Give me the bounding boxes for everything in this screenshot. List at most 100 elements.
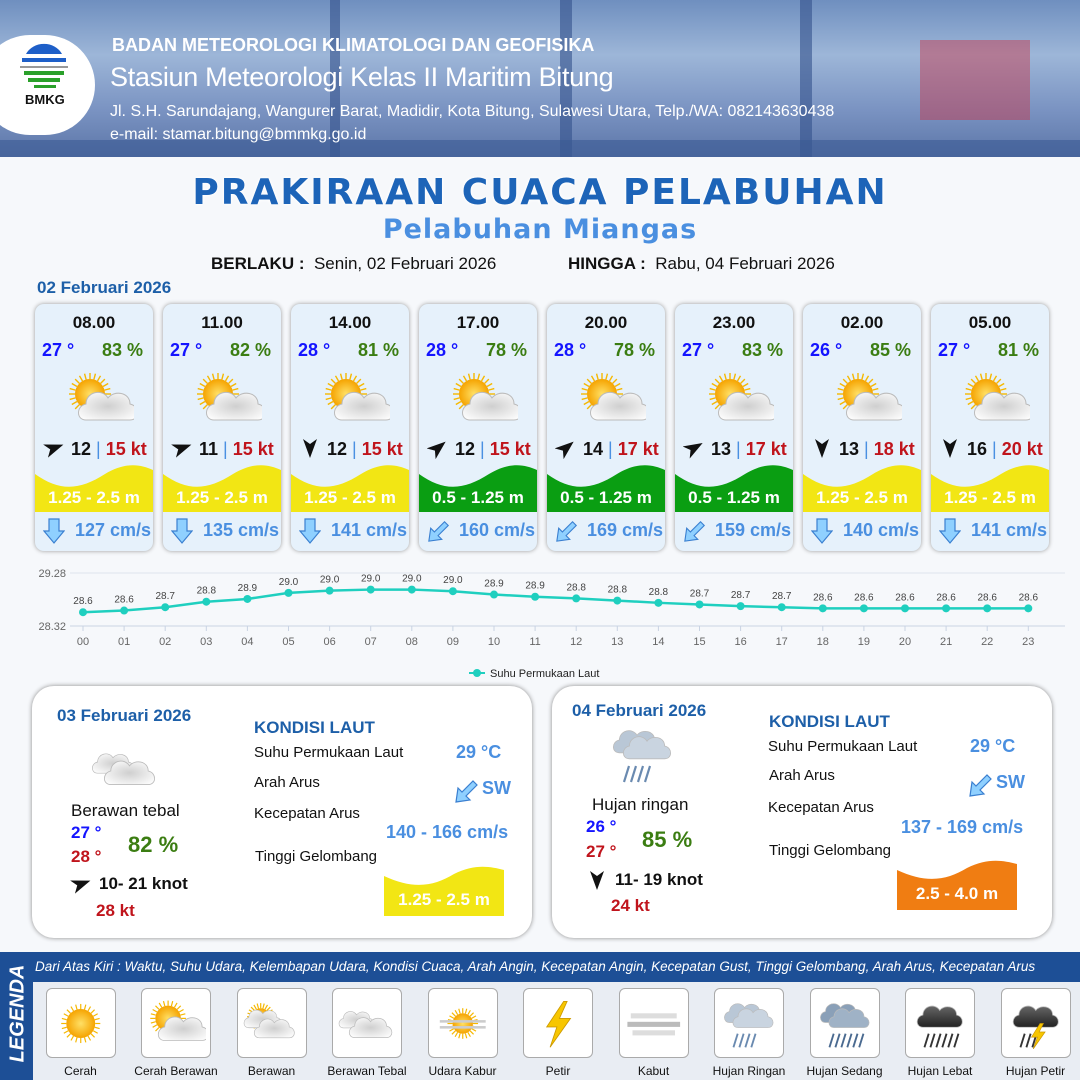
wave-height: 1.25 - 2.5 m — [304, 488, 396, 507]
cerah-berawan-icon — [832, 370, 906, 435]
current-speed: 160 cm/s — [459, 520, 536, 540]
x-tick-label: 19 — [858, 636, 870, 648]
day3-sea-title: KONDISI LAUT — [769, 712, 890, 731]
x-tick-label: 00 — [77, 636, 89, 648]
petir-icon — [523, 988, 593, 1058]
wave-height: 0.5 - 1.25 m — [560, 488, 652, 507]
gust-speed: 15 kt — [232, 439, 274, 459]
day2-cspeed-label: Kecepatan Arus — [254, 805, 360, 822]
data-point — [120, 606, 129, 615]
gust-speed: 18 kt — [873, 439, 915, 459]
data-label: 28.9 — [525, 581, 545, 592]
data-label: 28.9 — [484, 579, 504, 590]
legend-description: Dari Atas Kiri : Waktu, Suhu Udara, Kele… — [35, 959, 1036, 974]
current-arrow-sw-icon — [555, 518, 578, 544]
x-tick-label: 13 — [611, 636, 623, 648]
humidity: 78 % — [613, 340, 655, 360]
gust-speed: 20 kt — [1001, 439, 1043, 459]
wind-arrow-icon — [590, 871, 604, 890]
legend-label: Hujan Ringan — [712, 1064, 786, 1078]
forecast-time: 08.00 — [72, 313, 116, 332]
day3-temp-max: 27 ° — [586, 842, 617, 861]
day1-date: 02 Februari 2026 — [37, 278, 172, 297]
forecast-card: 02.00 26 ° 85 % 13 | 18 kt 1.25 - 2.5 m … — [803, 304, 921, 551]
day3-sst: 29 °C — [970, 736, 1016, 756]
wave-height: 1.25 - 2.5 m — [48, 488, 140, 507]
legend-item: Hujan Sedang — [797, 988, 892, 1078]
current-arrow-down-icon — [810, 518, 834, 544]
data-point — [695, 600, 704, 609]
air-temp: 27 ° — [42, 340, 75, 360]
data-label: 28.9 — [238, 583, 258, 594]
sea-temp-chart: 28.32 29.28 28.6 00 28.6 01 28.7 02 28.8 03 28.9 04… — [38, 568, 1065, 680]
data-point — [243, 594, 252, 603]
data-label: 29.0 — [279, 577, 299, 588]
wind-speed-row: 14 | 17 kt — [583, 439, 659, 459]
wind-speed: 13 — [711, 439, 732, 459]
current-speed: 135 cm/s — [203, 520, 280, 540]
current-speed: 127 cm/s — [75, 520, 152, 540]
legend-label: Udara Kabur — [428, 1064, 497, 1078]
legend-item: Berawan — [224, 988, 319, 1078]
wave-height: 1.25 - 2.5 m — [944, 488, 1036, 507]
gust-speed: 15 kt — [489, 439, 531, 459]
x-tick-label: 05 — [282, 636, 294, 648]
day2-cspeed: 140 - 166 cm/s — [386, 822, 509, 842]
day3-cdir-label: Arah Arus — [769, 767, 835, 784]
y-tick-label: 28.32 — [38, 621, 66, 633]
x-tick-label: 21 — [940, 636, 952, 648]
wind-direction-icon — [303, 439, 317, 458]
data-point — [818, 604, 827, 613]
current-speed: 141 cm/s — [971, 520, 1048, 540]
day2-condition: Berawan tebal — [71, 801, 180, 820]
data-label: 29.0 — [361, 574, 381, 585]
data-label: 28.7 — [155, 591, 175, 602]
email: e-mail: stamar.bitung@bmmkg.go.id — [110, 126, 367, 143]
wave-height: 0.5 - 1.25 m — [432, 488, 524, 507]
valid-from: BERLAKU : Senin, 02 Februari 2026 — [211, 254, 496, 274]
x-tick-label: 01 — [118, 636, 130, 648]
cerah-berawan-icon — [960, 370, 1034, 435]
legend-item: Cerah Berawan — [129, 988, 224, 1078]
day3-cspeed-label: Kecepatan Arus — [768, 799, 874, 816]
humidity: 83 % — [741, 340, 783, 360]
wind-direction-icon — [943, 439, 957, 458]
legend-label: Suhu Permukaan Laut — [490, 668, 599, 680]
wind-speed: 14 — [583, 439, 604, 459]
humidity: 81 % — [357, 340, 399, 360]
day2-humidity: 82 % — [128, 832, 179, 857]
page-title: PRAKIRAAN CUACA PELABUHAN — [192, 172, 888, 213]
forecast-time: 14.00 — [328, 313, 372, 332]
wave-shape — [419, 465, 537, 512]
org-name: BADAN METEOROLOGI KLIMATOLOGI DAN GEOFIS… — [112, 35, 595, 55]
day3-humidity: 85 % — [642, 827, 693, 852]
cerah-berawan-icon — [141, 988, 211, 1058]
day2-wave-label: Tinggi Gelombang — [255, 848, 378, 865]
legend-item: Hujan Ringan — [702, 988, 797, 1078]
current-speed: 141 cm/s — [331, 520, 408, 540]
legend-marker — [473, 669, 481, 677]
legend-item: Udara Kabur — [415, 988, 510, 1078]
wind-speed-row: 11 | 15 kt — [199, 439, 274, 459]
day2-cdir: SW — [482, 778, 511, 798]
wave-shape — [931, 465, 1049, 512]
gust-speed: 15 kt — [361, 439, 403, 459]
cerah-berawan-icon — [448, 370, 522, 435]
data-label: 28.6 — [73, 596, 93, 607]
x-tick-label: 17 — [776, 636, 788, 648]
data-label: 29.0 — [320, 575, 340, 586]
x-tick-label: 11 — [529, 636, 540, 648]
wind-speed-row: 13 | 17 kt — [711, 439, 787, 459]
day2-sea-title: KONDISI LAUT — [254, 718, 375, 737]
data-label: 28.8 — [566, 582, 586, 593]
legend-item: Cerah — [33, 988, 128, 1078]
wind-speed-row: 16 | 20 kt — [967, 439, 1043, 459]
legend-label: Berawan Tebal — [327, 1064, 407, 1078]
valid-to: HINGGA : Rabu, 04 Februari 2026 — [568, 254, 835, 274]
day3-cspeed: 137 - 169 cm/s — [901, 817, 1024, 837]
x-tick-label: 10 — [488, 636, 500, 648]
forecast-time: 17.00 — [456, 313, 500, 332]
forecast-card: 20.00 28 ° 78 % 14 | 17 kt 0.5 - 1.25 m … — [547, 304, 665, 551]
day2-gust: 28 kt — [96, 901, 135, 920]
day2-date: 03 Februari 2026 — [57, 706, 192, 725]
